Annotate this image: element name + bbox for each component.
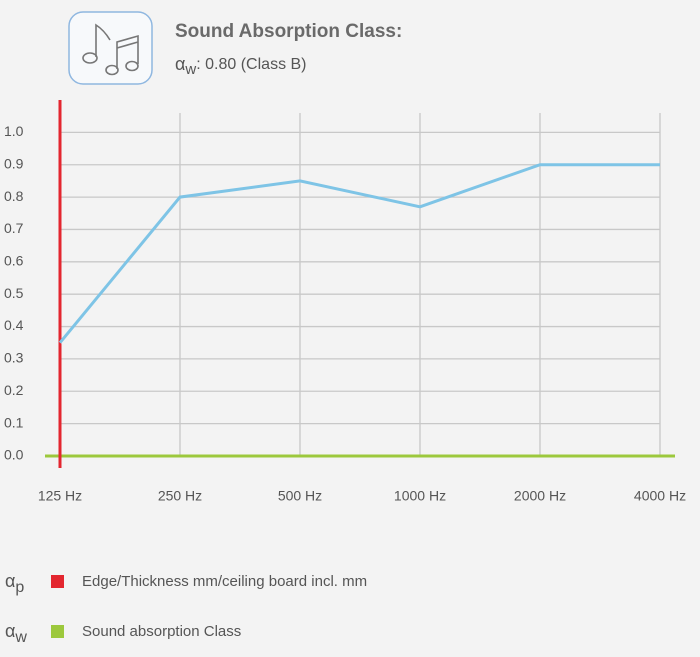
legend-symbol: αw [5,621,27,646]
chart-title: Sound Absorption Class: [175,21,402,42]
x-tick-label: 500 Hz [278,488,322,504]
data-line [58,163,660,344]
subtitle-text: : 0.80 (Class B) [196,56,306,73]
y-tick-label: 0.6 [4,253,24,269]
subscript: p [15,579,24,596]
x-tick-label: 1000 Hz [394,488,446,504]
y-tick-label: 0.0 [4,447,24,463]
x-tick-label: 2000 Hz [514,488,566,504]
legend-swatch [51,575,64,588]
y-tick-label: 0.3 [4,350,24,366]
x-tick-label: 4000 Hz [634,488,686,504]
y-tick-label: 0.7 [4,220,24,236]
y-tick-label: 0.4 [4,317,24,333]
y-tick-label: 1.0 [4,123,24,139]
y-tick-label: 0.5 [4,285,24,301]
legend-label: Sound absorption Class [82,623,241,640]
symbol: α [5,621,15,641]
y-tick-label: 0.1 [4,414,24,430]
symbol: α [5,571,15,591]
y-tick-label: 0.2 [4,382,24,398]
subscript: w [14,629,27,646]
legend-label: Edge/Thickness mm/ceiling board incl. mm [82,573,367,590]
y-tick-label: 0.9 [4,155,24,171]
subscript: w [184,61,196,78]
legend-swatch [51,625,64,638]
chart-subtitle: αw: 0.80 (Class B) [175,54,307,78]
legend-symbol: αp [5,571,24,596]
x-tick-label: 125 Hz [38,488,82,504]
icon [68,11,153,85]
symbol: α [175,54,185,74]
x-tick-label: 250 Hz [158,488,202,504]
y-tick-label: 0.8 [4,188,24,204]
